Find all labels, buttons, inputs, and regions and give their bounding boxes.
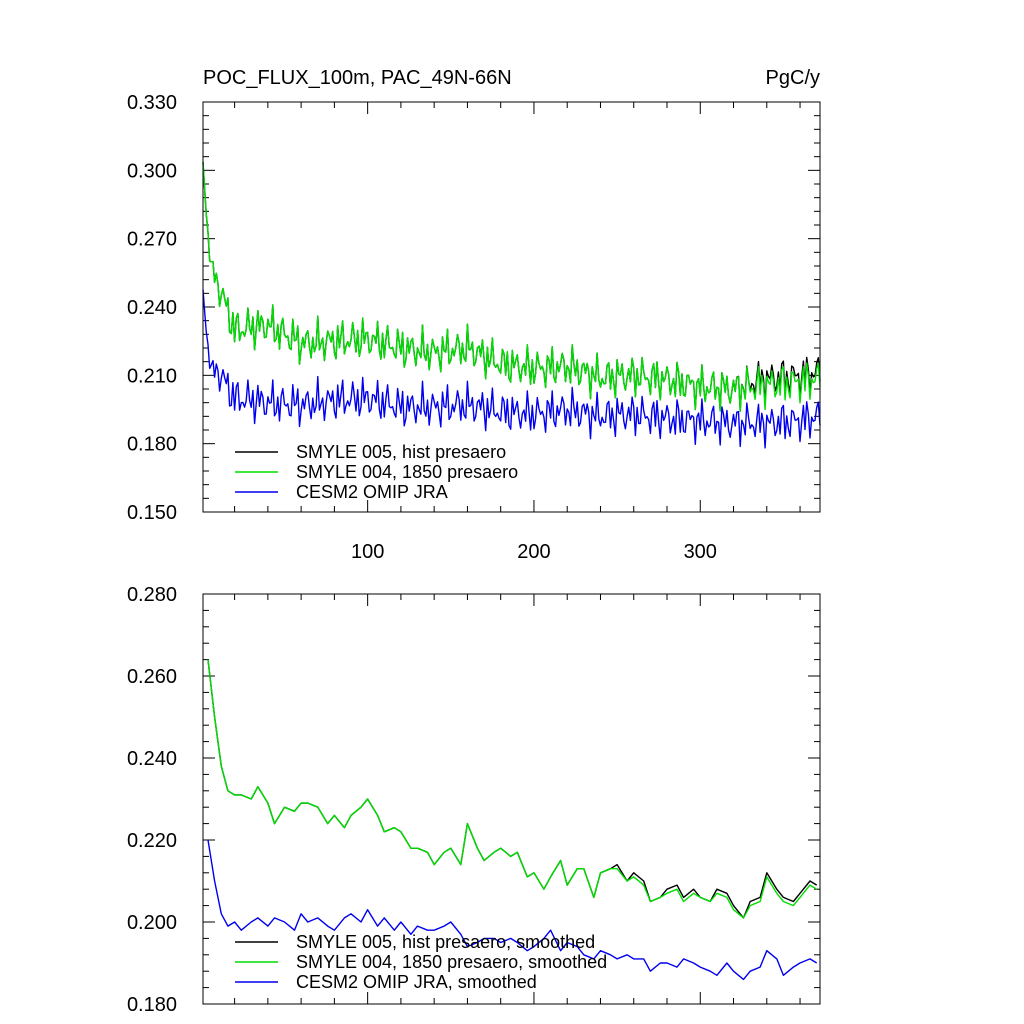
- series-line-2: [207, 659, 818, 919]
- legend-label: CESM2 OMIP JRA: [296, 482, 448, 502]
- bottom-plot-frame: [202, 593, 821, 1005]
- top-plot-frame: [202, 101, 821, 513]
- y-tick-label: 0.210: [127, 365, 177, 387]
- legend-label: SMYLE 005, hist presaero, smoothed: [296, 932, 595, 952]
- units-label: PgC/y: [766, 67, 820, 89]
- legend-label: SMYLE 004, 1850 presaero, smoothed: [296, 952, 607, 972]
- chart-title: POC_FLUX_100m, PAC_49N-66N: [203, 67, 512, 89]
- y-tick-label: 0.280: [127, 584, 177, 606]
- y-tick-label: 0.300: [127, 160, 177, 182]
- y-tick-label: 0.330: [127, 92, 177, 114]
- x-tick-label: 300: [684, 541, 717, 563]
- y-tick-label: 0.150: [127, 502, 177, 524]
- top-panel: POC_FLUX_100m, PAC_49N-66N PgC/y 0.150 0.…: [127, 67, 821, 563]
- bottom-panel: 0.180 0.200 0.220 0.240 0.260 0.280 SMYLE 005…: [127, 584, 821, 1016]
- series-line-3: [202, 289, 821, 449]
- y-tick-label: 0.240: [127, 297, 177, 319]
- x-tick-label: 100: [351, 541, 384, 563]
- y-tick-label: 0.220: [127, 830, 177, 852]
- series-line-2: [202, 161, 821, 413]
- legend-label: SMYLE 004, 1850 presaero: [296, 462, 518, 482]
- x-tick-label: 200: [517, 541, 550, 563]
- legend-label: CESM2 OMIP JRA, smoothed: [296, 972, 537, 992]
- series-line-1: [207, 659, 818, 919]
- y-tick-label: 0.240: [127, 748, 177, 770]
- y-tick-label: 0.180: [127, 434, 177, 456]
- legend-label: SMYLE 005, hist presaero: [296, 442, 506, 462]
- y-tick-label: 0.270: [127, 229, 177, 251]
- y-tick-label: 0.200: [127, 912, 177, 934]
- series-line-3: [207, 839, 818, 981]
- y-tick-label: 0.260: [127, 666, 177, 688]
- y-tick-label: 0.180: [127, 994, 177, 1016]
